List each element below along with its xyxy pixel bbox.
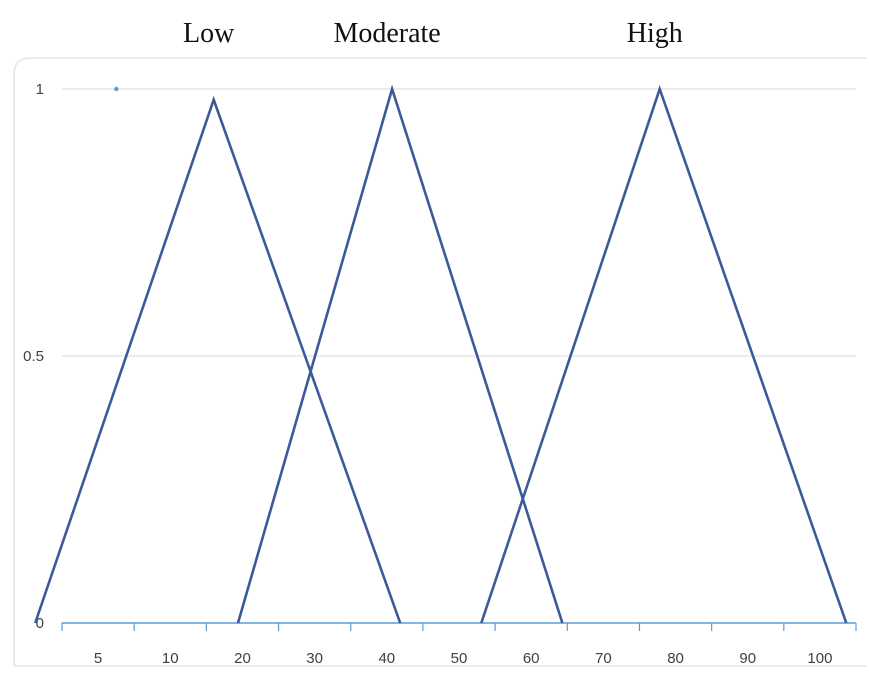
y-tick-label: 1 (36, 81, 44, 98)
x-tick-label: 20 (234, 650, 251, 667)
x-tick-label: 100 (807, 650, 832, 667)
gridlines (62, 88, 856, 357)
series-lines (33, 84, 848, 624)
x-tick-label: 5 (94, 650, 102, 667)
y-tick-label: 0 (36, 615, 44, 632)
set-label-high: High (627, 18, 683, 49)
x-tick-label: 10 (162, 650, 179, 667)
set-label-low: Low (183, 18, 235, 49)
y-axis: 00.51 (23, 81, 44, 632)
series-line-high (480, 84, 848, 624)
x-tick-label: 30 (306, 650, 323, 667)
data-point (114, 86, 119, 92)
chart-frame (13, 57, 866, 667)
x-tick-label: 40 (378, 650, 395, 667)
set-labels: Low Moderate High (183, 18, 683, 49)
x-tick-label: 80 (667, 650, 684, 667)
x-axis: 5 10 20 30 40 50 60 70 80 90 100 (61, 622, 857, 667)
x-tick-label: 60 (523, 650, 540, 667)
x-tick-label: 90 (739, 650, 756, 667)
y-tick-label: 0.5 (23, 348, 44, 365)
x-tick-label: 70 (595, 650, 612, 667)
x-tick-label: 50 (451, 650, 468, 667)
series-line-moderate (236, 84, 564, 624)
series-line-low (33, 95, 402, 624)
set-label-moderate: Moderate (333, 18, 440, 49)
